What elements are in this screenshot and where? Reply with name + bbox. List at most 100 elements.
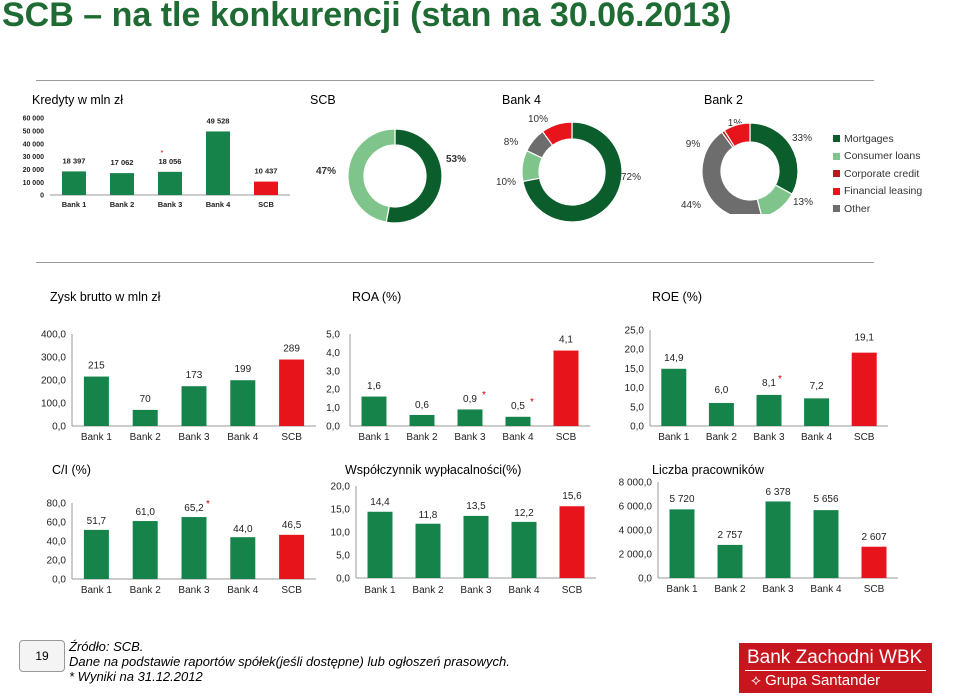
y-tick-label: 300,0: [41, 353, 66, 364]
y-tick-label: 60,0: [47, 518, 67, 529]
y-tick-label: 0,0: [638, 574, 652, 585]
x-tick-label: SCB: [854, 432, 875, 443]
slice-financial-leasing: [541, 121, 573, 147]
bar-bank-2: [110, 173, 134, 195]
slice-label: 44%: [681, 200, 701, 211]
y-tick-label: 5,0: [630, 402, 644, 413]
y-tick-label: 8 000,0: [619, 478, 653, 489]
bar-bank-1: [83, 376, 109, 426]
scb-donut-chart: 53% 47%: [316, 128, 466, 224]
data-label: 2 757: [717, 530, 742, 541]
data-label: 0,6: [415, 400, 429, 411]
slice-label: 72%: [621, 172, 641, 183]
logo-group-name: ⟡ Grupa Santander: [751, 672, 881, 689]
y-tick-label: 60 000: [23, 116, 45, 123]
data-label: 14,4: [370, 497, 390, 508]
slice-label: 10%: [496, 177, 516, 188]
bar-bank-2: [708, 402, 734, 426]
data-label: 5 720: [669, 494, 694, 505]
x-tick-label: Bank 3: [178, 432, 210, 443]
bar-bank-4: [505, 416, 531, 426]
y-tick-label: 0,0: [52, 422, 66, 433]
data-label: 6,0: [714, 385, 728, 396]
x-tick-label: SCB: [562, 585, 583, 596]
source-note: Źródło: SCB.: [69, 639, 144, 654]
data-label: 1,6: [367, 381, 381, 392]
x-tick-label: Bank 1: [666, 584, 698, 595]
data-label: 11,8: [419, 510, 438, 521]
y-tick-label: 2,0: [326, 385, 340, 396]
bzwbk-logo: Bank Zachodni WBK ⟡ Grupa Santander: [739, 643, 932, 693]
bank2-donut-chart: 33% 13% 44% 1% 9%: [681, 118, 813, 214]
legend-item-consumer-loans: Consumer loans: [833, 148, 922, 166]
bar-scb: [553, 350, 579, 426]
data-label: 0,5: [511, 401, 525, 412]
y-tick-label: 0,0: [630, 422, 644, 433]
data-label: 49 528: [207, 116, 230, 125]
bar-bank-4: [813, 510, 839, 578]
roe-chart-title: ROE (%): [652, 290, 702, 304]
x-tick-label: SCB: [281, 585, 302, 596]
slice-label: 13%: [793, 197, 813, 208]
slice-mortgages: [749, 122, 799, 195]
slice-mortgages: [522, 121, 623, 223]
y-tick-label: 10,0: [331, 528, 351, 539]
bar-bank-4: [804, 398, 830, 426]
slice-label: 10%: [528, 114, 548, 125]
slice-label: 8%: [504, 137, 519, 148]
data-label: 12,2: [514, 508, 534, 519]
bar-bank-3: [457, 409, 483, 426]
y-tick-label: 40 000: [23, 141, 45, 148]
slice-other: [701, 131, 762, 214]
x-tick-label: Bank 4: [502, 432, 534, 443]
x-tick-label: Bank 3: [753, 432, 785, 443]
y-tick-label: 3,0: [326, 366, 340, 377]
y-tick-label: 20,0: [625, 345, 645, 356]
y-tick-label: 100,0: [41, 399, 66, 410]
legend-swatch: [833, 170, 840, 178]
y-tick-label: 10 000: [23, 180, 45, 187]
slice-consumer-loans: [347, 128, 396, 223]
y-tick-label: 1,0: [326, 403, 340, 414]
x-tick-label: Bank 3: [762, 584, 794, 595]
asterisk-mark: *: [482, 390, 486, 401]
asterisk-mark: *: [778, 374, 782, 385]
bank4-donut-chart: 72% 10% 8% 10%: [496, 114, 641, 223]
data-label: 46,5: [282, 520, 302, 531]
data-label: 18 056: [159, 157, 182, 166]
data-label: 173: [186, 370, 203, 381]
x-tick-label: SCB: [258, 200, 274, 209]
data-label: 14,9: [664, 353, 684, 364]
x-tick-label: Bank 3: [158, 200, 183, 209]
x-tick-label: Bank 4: [227, 585, 259, 596]
y-tick-label: 200,0: [41, 376, 66, 387]
bar-bank-4: [230, 380, 256, 426]
x-tick-label: Bank 2: [412, 585, 444, 596]
y-tick-label: 80,0: [47, 499, 67, 510]
bar-scb: [851, 352, 877, 426]
slice-label: 9%: [686, 139, 701, 150]
bar-bank-3: [181, 386, 207, 426]
pracownicy-bar-chart: 8 000,0 6 000,0 4 000,0 2 000,0 0,0 5 720 Bank…: [619, 478, 898, 595]
data-label: 18 397: [63, 156, 86, 165]
data-label: 70: [140, 394, 152, 405]
x-tick-label: SCB: [281, 432, 302, 443]
x-tick-label: Bank 1: [358, 432, 390, 443]
bar-bank-4: [230, 537, 256, 579]
asterisk-mark: *: [206, 499, 210, 510]
legend-item-corporate-credit: Corporate credit: [833, 165, 922, 183]
bar-bank-2: [415, 523, 441, 578]
y-tick-label: 15,0: [331, 505, 351, 516]
bar-bank-3: [756, 394, 782, 426]
slice-label: 1%: [728, 118, 743, 129]
y-tick-label: 50 000: [23, 128, 45, 135]
y-tick-label: 40,0: [47, 537, 67, 548]
logo-separator: [745, 670, 926, 671]
y-tick-label: 20,0: [47, 556, 67, 567]
legend-item-other: Other: [833, 200, 922, 218]
kredyty-chart-title: Kredyty w mln zł: [32, 93, 123, 107]
legend-item-mortgages: Mortgages: [833, 130, 922, 148]
wyplacalnosc-chart-title: Współczynnik wypłacalności(%): [345, 463, 522, 477]
ci-chart-title: C/I (%): [52, 463, 91, 477]
legend-swatch: [833, 152, 840, 160]
